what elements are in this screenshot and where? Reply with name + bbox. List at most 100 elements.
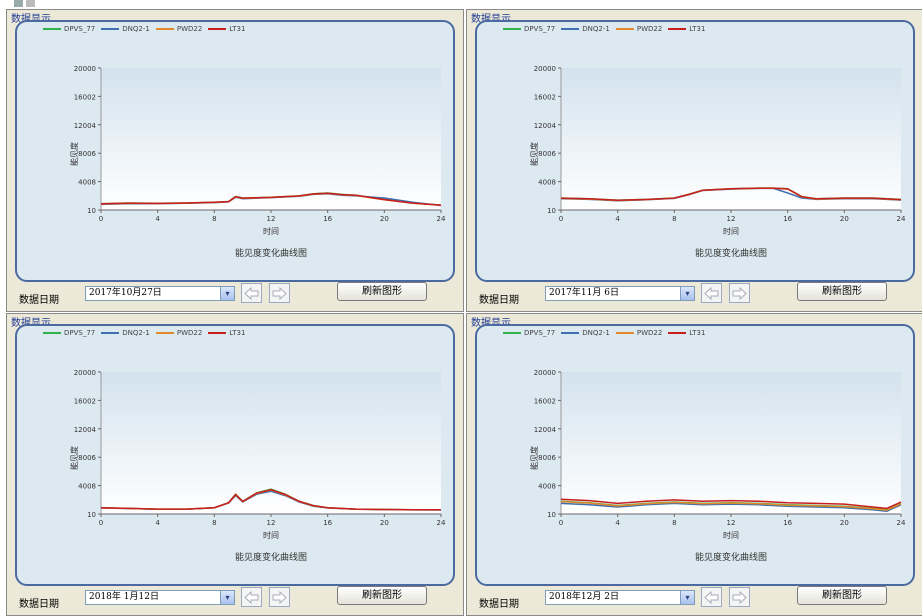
x-tick-label: 8	[212, 519, 216, 527]
x-tick-label: 0	[559, 215, 563, 223]
legend-label: PWD22	[636, 25, 663, 33]
y-tick-label: 10	[87, 511, 96, 519]
x-tick-label: 4	[155, 519, 160, 527]
refresh-chart-button[interactable]: 刷新图形	[797, 282, 887, 301]
legend-item: PWD22	[615, 25, 663, 33]
x-tick-label: 12	[267, 519, 276, 527]
y-axis-label: 能见度	[529, 446, 539, 470]
date-picker[interactable]: 2018年12月 2日 ▾	[545, 590, 695, 605]
prev-day-button[interactable]	[701, 283, 722, 303]
x-tick-label: 24	[437, 519, 446, 527]
refresh-chart-button[interactable]: 刷新图形	[337, 282, 427, 301]
series-line-LT31	[560, 187, 902, 202]
y-tick-label: 4008	[538, 179, 556, 187]
window-icon	[14, 0, 35, 7]
prev-day-button[interactable]	[241, 283, 262, 303]
x-tick-label: 12	[727, 519, 736, 527]
x-tick-label: 20	[380, 215, 389, 223]
y-tick-label: 4008	[538, 483, 556, 491]
arrow-left-icon	[244, 591, 259, 604]
y-tick-label: 12004	[74, 122, 97, 130]
legend-item: DNQ2-1	[101, 25, 150, 33]
next-day-button[interactable]	[269, 587, 290, 607]
y-tick-label: 10	[547, 511, 556, 519]
arrow-left-icon	[704, 287, 719, 300]
legend-item: DPVS_77	[43, 25, 95, 33]
y-tick-label: 8006	[78, 454, 96, 462]
x-tick-label: 16	[783, 519, 792, 527]
legend-label: DPVS_77	[524, 329, 556, 337]
visibility-chart: 10 4008 8006 12004 16002 20000 0 4 8 12 16 20 24 能见度时…	[529, 369, 906, 563]
y-tick-label: 10	[87, 207, 96, 215]
next-day-button[interactable]	[729, 283, 750, 303]
legend-label: DNQ2-1	[582, 329, 610, 337]
legend-swatch	[668, 28, 687, 30]
legend-label: DNQ2-1	[582, 25, 610, 33]
date-picker[interactable]: 2017年11月 6日 ▾	[545, 286, 695, 301]
x-tick-label: 16	[323, 519, 332, 527]
legend-label: PWD22	[176, 25, 203, 33]
legend-label: LT31	[689, 25, 706, 33]
arrow-left-icon	[704, 591, 719, 604]
legend-swatch	[668, 332, 687, 334]
legend-swatch	[561, 332, 580, 334]
chevron-down-icon[interactable]: ▾	[680, 591, 694, 604]
y-tick-label: 8006	[538, 150, 556, 158]
date-label: 数据日期	[479, 295, 519, 306]
y-tick-label: 8006	[78, 150, 96, 158]
x-axis-label: 时间	[723, 226, 739, 236]
date-value: 2018年12月 2日	[549, 592, 619, 602]
y-tick-label: 16002	[74, 397, 96, 405]
x-tick-label: 0	[99, 519, 103, 527]
next-day-button[interactable]	[729, 587, 750, 607]
refresh-chart-button[interactable]: 刷新图形	[797, 586, 887, 605]
x-tick-label: 8	[672, 519, 676, 527]
y-tick-label: 12004	[534, 122, 557, 130]
legend-swatch	[101, 28, 120, 30]
legend-label: PWD22	[176, 329, 203, 337]
series-line-LT31	[100, 488, 441, 511]
x-tick-label: 24	[897, 215, 906, 223]
chevron-down-icon[interactable]: ▾	[220, 591, 234, 604]
chevron-down-icon[interactable]: ▾	[680, 287, 694, 300]
y-axis-label: 能见度	[529, 142, 539, 166]
chart-title: 能见度变化曲线图	[695, 247, 767, 259]
chart-frame: 10 4008 8006 12004 16002 20000 0 4 8 12 16 20 24 能见度时…	[15, 324, 455, 586]
legend-item: DNQ2-1	[561, 329, 610, 337]
x-tick-label: 8	[212, 215, 216, 223]
y-tick-label: 8006	[538, 454, 556, 462]
chevron-down-icon[interactable]: ▾	[220, 287, 234, 300]
x-tick-label: 4	[615, 215, 620, 223]
chart-legend: DPVS_77 DNQ2-1 PWD22 LT31	[503, 329, 711, 337]
legend-swatch	[101, 332, 120, 334]
legend-label: LT31	[689, 329, 706, 337]
y-tick-label: 20000	[74, 369, 96, 377]
legend-label: LT31	[229, 329, 246, 337]
prev-day-button[interactable]	[701, 587, 722, 607]
date-label: 数据日期	[479, 599, 519, 610]
y-axis-label: 能见度	[69, 446, 79, 470]
chart-title: 能见度变化曲线图	[695, 551, 767, 563]
plot-area	[101, 68, 441, 210]
legend-swatch	[561, 28, 580, 30]
legend-label: DPVS_77	[524, 25, 556, 33]
legend-swatch	[503, 332, 521, 334]
visibility-chart: 10 4008 8006 12004 16002 20000 0 4 8 12 16 20 24 能见度时…	[529, 65, 906, 259]
chart-legend: DPVS_77 DNQ2-1 PWD22 LT31	[503, 25, 711, 33]
y-tick-label: 12004	[534, 426, 557, 434]
date-picker[interactable]: 2018年 1月12日 ▾	[85, 590, 235, 605]
refresh-chart-button[interactable]: 刷新图形	[337, 586, 427, 605]
date-label: 数据日期	[19, 599, 59, 610]
y-tick-label: 4008	[78, 179, 96, 187]
y-tick-label: 10	[547, 207, 556, 215]
arrow-left-icon	[244, 287, 259, 300]
next-day-button[interactable]	[269, 283, 290, 303]
chart-title: 能见度变化曲线图	[235, 247, 307, 259]
chart-legend: DPVS_77 DNQ2-1 PWD22 LT31	[43, 25, 251, 33]
legend-item: DPVS_77	[43, 329, 95, 337]
chart-frame: 10 4008 8006 12004 16002 20000 0 4 8 12 16 20 24 能见度时…	[475, 324, 915, 586]
x-axis-label: 时间	[723, 530, 739, 540]
date-picker[interactable]: 2017年10月27日 ▾	[85, 286, 235, 301]
visibility-chart: 10 4008 8006 12004 16002 20000 0 4 8 12 16 20 24 能见度时…	[69, 369, 446, 563]
prev-day-button[interactable]	[241, 587, 262, 607]
